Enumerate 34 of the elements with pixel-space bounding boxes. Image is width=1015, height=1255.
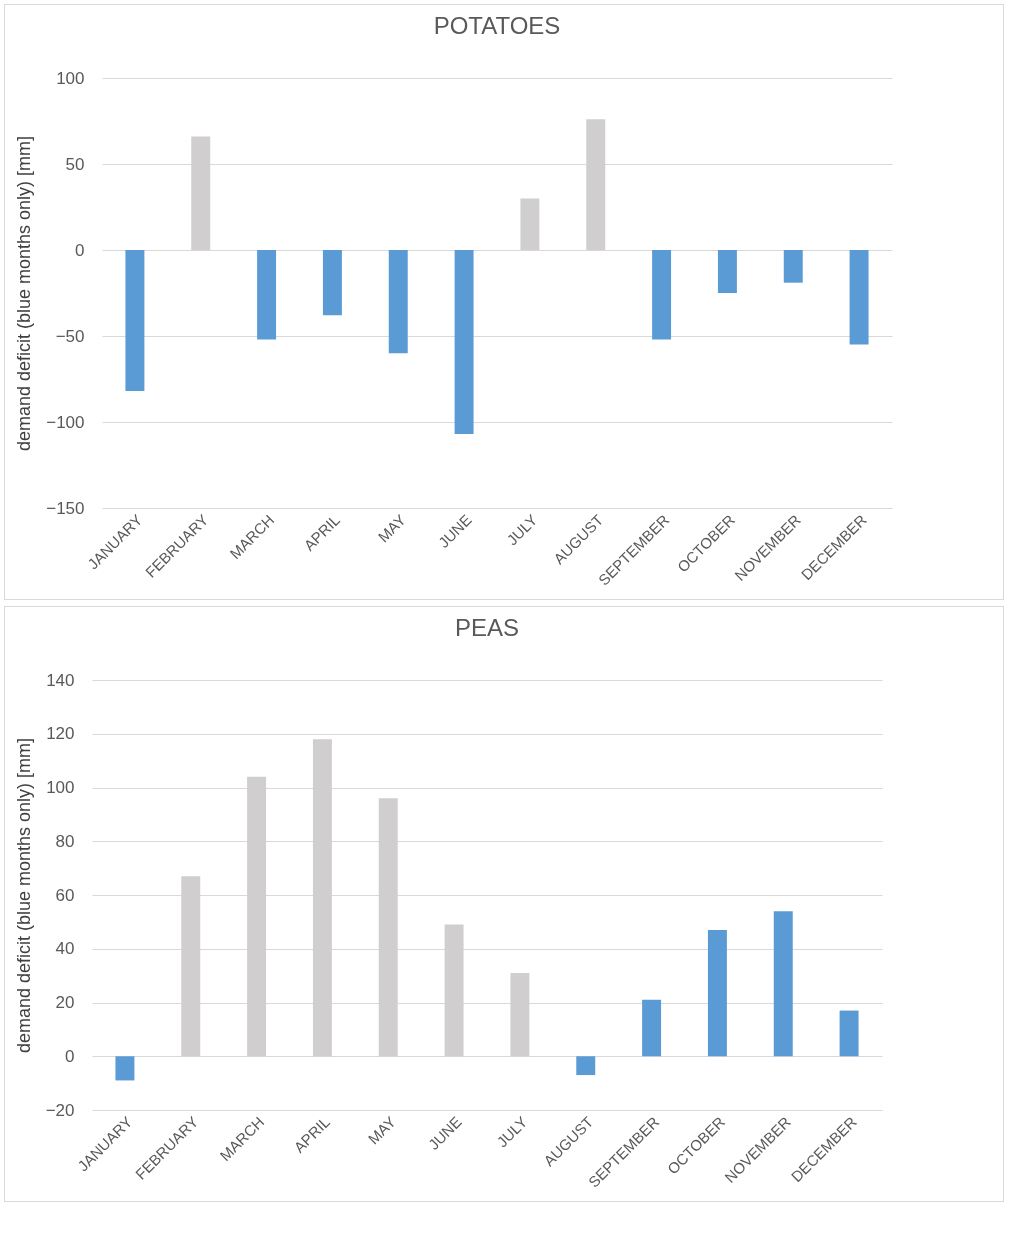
y-tick-label: −20 xyxy=(45,1100,75,1120)
bar xyxy=(322,250,342,316)
y-axis-title: demand deficit (blue months only) [mm] xyxy=(13,737,34,1054)
y-tick-label: 120 xyxy=(46,724,75,744)
bar xyxy=(717,250,737,293)
y-tick-label: −50 xyxy=(55,326,85,346)
y-tick-label: 0 xyxy=(65,1046,75,1066)
y-tick-label: 140 xyxy=(46,670,75,690)
bar xyxy=(783,250,803,283)
bar xyxy=(839,1010,859,1057)
y-tick-label: 0 xyxy=(75,240,85,260)
bar xyxy=(388,250,408,354)
y-axis-title: demand deficit (blue months only) [mm] xyxy=(14,135,35,452)
y-tick-label: 20 xyxy=(55,993,75,1012)
bar xyxy=(642,999,662,1057)
bar xyxy=(773,911,793,1057)
y-tick-label: 100 xyxy=(46,778,75,797)
bar xyxy=(652,250,672,340)
y-tick-label: −150 xyxy=(46,498,85,518)
bar xyxy=(454,250,474,435)
bar xyxy=(707,929,727,1057)
bar xyxy=(576,1056,596,1076)
y-tick-label: 50 xyxy=(65,154,85,174)
chart-title: POTATOES xyxy=(433,12,561,39)
y-tick-label: 60 xyxy=(55,885,75,905)
y-tick-label: 100 xyxy=(56,68,85,88)
bar xyxy=(257,250,277,340)
y-tick-label: 80 xyxy=(55,831,75,851)
bar xyxy=(125,250,145,392)
bar xyxy=(115,1056,135,1081)
y-tick-label: 40 xyxy=(55,939,75,959)
chart-title: PEAS xyxy=(454,614,520,641)
y-tick-label: −100 xyxy=(46,412,85,432)
bar xyxy=(849,250,869,345)
